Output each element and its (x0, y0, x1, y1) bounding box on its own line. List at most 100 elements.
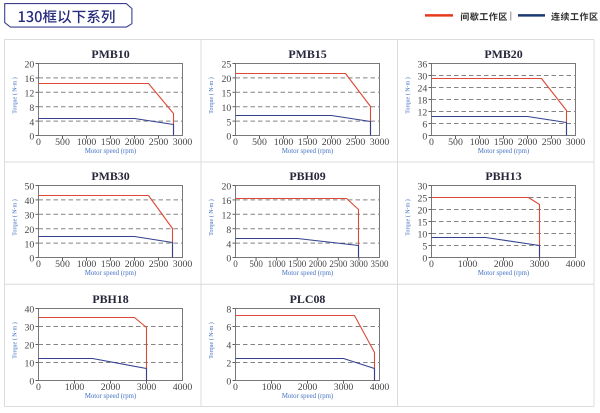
svg-text:40: 40 (25, 305, 35, 316)
svg-text:2000: 2000 (322, 137, 342, 148)
svg-text:2000: 2000 (309, 259, 328, 269)
svg-text:PLC08: PLC08 (290, 292, 326, 306)
svg-text:0: 0 (226, 132, 231, 143)
svg-text:2000: 2000 (494, 259, 514, 270)
svg-text:1000: 1000 (77, 259, 97, 270)
svg-text:PBH18: PBH18 (92, 292, 128, 306)
svg-text:2000: 2000 (518, 137, 538, 148)
svg-text:25: 25 (222, 60, 232, 71)
svg-text:30: 30 (418, 72, 428, 83)
svg-text:0: 0 (36, 382, 41, 393)
svg-text:500: 500 (55, 137, 70, 148)
svg-text:1500: 1500 (101, 137, 121, 148)
svg-text:Torque ( N-m ): Torque ( N-m ) (405, 199, 412, 235)
svg-text:8: 8 (29, 103, 34, 114)
svg-text:10: 10 (25, 359, 35, 370)
svg-text:Motor speed (rpm): Motor speed (rpm) (478, 270, 529, 277)
svg-text:50: 50 (25, 182, 35, 193)
svg-text:0: 0 (36, 137, 41, 148)
svg-text:30: 30 (25, 211, 35, 222)
svg-text:20: 20 (222, 182, 232, 193)
svg-text:1000: 1000 (470, 137, 490, 148)
svg-text:4: 4 (29, 117, 34, 128)
svg-text:0: 0 (36, 259, 41, 270)
svg-text:0: 0 (422, 254, 427, 265)
svg-text:25: 25 (418, 194, 428, 205)
svg-text:6: 6 (422, 120, 427, 131)
svg-text:36: 36 (418, 60, 428, 71)
svg-text:Torque ( N-m ): Torque ( N-m ) (405, 77, 412, 113)
svg-text:8: 8 (226, 305, 231, 316)
svg-text:Torque ( N-m ): Torque ( N-m ) (208, 77, 215, 113)
svg-text:0: 0 (429, 137, 434, 148)
svg-text:4: 4 (226, 239, 231, 250)
svg-text:8: 8 (226, 225, 231, 236)
svg-text:PMB10: PMB10 (91, 47, 129, 61)
svg-text:Torque ( N-m ): Torque ( N-m ) (12, 199, 19, 235)
svg-text:Motor speed (rpm): Motor speed (rpm) (478, 148, 529, 155)
svg-text:2000: 2000 (101, 382, 121, 393)
svg-text:0: 0 (233, 137, 238, 148)
svg-text:PMB30: PMB30 (91, 169, 129, 183)
svg-text:40: 40 (25, 196, 35, 207)
svg-text:0: 0 (29, 132, 34, 143)
svg-text:2: 2 (226, 359, 231, 370)
svg-text:2500: 2500 (542, 137, 562, 148)
svg-text:30: 30 (25, 323, 35, 334)
svg-text:16: 16 (25, 74, 35, 85)
svg-text:Motor speed (rpm): Motor speed (rpm) (282, 393, 333, 400)
svg-text:Motor speed (rpm): Motor speed (rpm) (282, 148, 333, 155)
svg-text:2000: 2000 (298, 382, 318, 393)
svg-text:3000: 3000 (566, 137, 586, 148)
svg-text:10: 10 (222, 103, 232, 114)
svg-text:3000: 3000 (350, 259, 369, 269)
svg-text:0: 0 (429, 259, 434, 270)
svg-text:2000: 2000 (125, 137, 145, 148)
svg-text:18: 18 (418, 96, 428, 107)
svg-text:Torque ( N-m ): Torque ( N-m ) (12, 322, 19, 358)
svg-text:0: 0 (29, 254, 34, 265)
svg-text:2500: 2500 (149, 137, 169, 148)
svg-text:12: 12 (222, 211, 232, 222)
svg-text:20: 20 (25, 225, 35, 236)
svg-text:3000: 3000 (137, 382, 157, 393)
svg-text:Motor speed (rpm): Motor speed (rpm) (85, 270, 136, 277)
svg-text:2500: 2500 (346, 137, 366, 148)
svg-text:2500: 2500 (149, 259, 169, 270)
svg-text:20: 20 (25, 341, 35, 352)
svg-text:5: 5 (226, 117, 231, 128)
svg-text:1500: 1500 (298, 137, 318, 148)
svg-text:Torque ( N-m ): Torque ( N-m ) (12, 77, 19, 113)
svg-text:30: 30 (418, 182, 428, 193)
svg-text:3000: 3000 (173, 137, 193, 148)
svg-text:1500: 1500 (101, 259, 121, 270)
svg-text:0: 0 (422, 132, 427, 143)
svg-text:10: 10 (418, 230, 428, 241)
svg-text:3000: 3000 (530, 259, 550, 270)
svg-text:4000: 4000 (370, 382, 390, 393)
svg-text:15: 15 (222, 89, 232, 100)
svg-text:1000: 1000 (262, 382, 282, 393)
svg-text:20: 20 (222, 74, 232, 85)
svg-text:24: 24 (418, 84, 428, 95)
svg-text:Motor speed (rpm): Motor speed (rpm) (282, 270, 333, 277)
svg-text:0: 0 (226, 377, 231, 388)
svg-text:12: 12 (25, 89, 35, 100)
svg-text:10: 10 (25, 239, 35, 250)
svg-text:PBH13: PBH13 (485, 169, 521, 183)
svg-text:1500: 1500 (494, 137, 514, 148)
svg-text:500: 500 (252, 137, 267, 148)
svg-text:500: 500 (249, 259, 263, 269)
svg-text:16: 16 (222, 196, 232, 207)
svg-text:20: 20 (418, 206, 428, 217)
svg-text:3000: 3000 (334, 382, 354, 393)
svg-text:PMB20: PMB20 (484, 47, 522, 61)
svg-text:1000: 1000 (458, 259, 478, 270)
svg-text:3000: 3000 (173, 259, 193, 270)
svg-text:20: 20 (25, 60, 35, 71)
svg-text:4: 4 (226, 341, 231, 352)
svg-text:Motor speed (rpm): Motor speed (rpm) (85, 393, 136, 400)
svg-text:0: 0 (226, 254, 231, 265)
svg-text:3500: 3500 (371, 259, 390, 269)
svg-text:2500: 2500 (329, 259, 348, 269)
